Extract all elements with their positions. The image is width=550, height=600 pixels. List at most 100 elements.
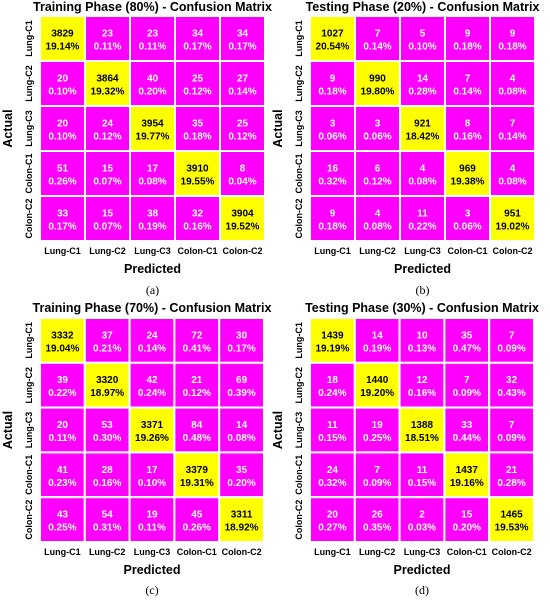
cell-percent: 19.26%: [135, 433, 169, 444]
cell-count: 21: [506, 465, 518, 476]
cell-percent: 19.80%: [361, 87, 395, 98]
cell-count: 7: [510, 119, 516, 130]
cell-percent: 19.52%: [226, 222, 260, 233]
cell-count: 9: [330, 209, 336, 220]
cell-count: 1437: [456, 465, 479, 476]
cell-percent: 0.06%: [363, 132, 391, 143]
matrix-cell: [84, 150, 131, 197]
cell-count: 20: [327, 510, 339, 521]
x-tick-label: Lung-C2: [359, 246, 396, 256]
cell-count: 54: [102, 510, 114, 521]
x-tick-label: Lung-C2: [89, 246, 126, 256]
cell-percent: 0.12%: [228, 132, 256, 143]
cell-count: 15: [102, 164, 114, 175]
cell-count: 921: [414, 119, 431, 130]
panel-caption: (c): [145, 583, 158, 597]
x-tick-label: Colon-C1: [448, 246, 488, 256]
cell-count: 3: [330, 119, 336, 130]
cell-percent: 0.28%: [497, 478, 525, 489]
diagonal-cell: [173, 451, 221, 499]
cell-count: 25: [192, 74, 204, 85]
cell-percent: 18.92%: [225, 523, 259, 534]
x-tick-label: Lung-C1: [44, 246, 81, 256]
cell-percent: 0.08%: [227, 433, 255, 444]
x-tick-label: Lung-C3: [404, 547, 441, 557]
y-tick-label: Lung-C2: [294, 65, 304, 102]
y-tick-label: Colon-C1: [294, 154, 304, 194]
diagonal-cell: [174, 150, 221, 197]
cell-count: 26: [372, 510, 384, 521]
cell-count: 14: [417, 74, 429, 85]
y-tick-label: Lung-C1: [24, 20, 34, 57]
cell-count: 9: [330, 74, 336, 85]
cell-percent: 0.20%: [138, 87, 166, 98]
y-tick-label: Lung-C2: [294, 367, 304, 404]
matrix-cell: [173, 317, 221, 364]
cell-percent: 0.08%: [138, 177, 166, 188]
cell-count: 3332: [51, 330, 74, 341]
cell-count: 7: [509, 420, 515, 431]
matrix-cell: [353, 406, 401, 454]
cell-percent: 0.08%: [498, 87, 526, 98]
cell-count: 3: [465, 209, 471, 220]
matrix-cell: [309, 60, 356, 107]
cell-count: 38: [147, 209, 159, 220]
cell-percent: 19.77%: [136, 132, 170, 143]
cell-percent: 0.26%: [183, 523, 211, 534]
cell-percent: 0.12%: [183, 87, 211, 98]
cell-percent: 0.15%: [318, 433, 346, 444]
matrix-cell: [218, 317, 265, 364]
cell-count: 3864: [96, 74, 119, 85]
cell-count: 21: [191, 375, 203, 386]
cell-count: 20: [57, 74, 69, 85]
cell-percent: 19.19%: [315, 343, 349, 354]
cell-count: 8: [465, 119, 471, 130]
cell-count: 42: [146, 375, 158, 386]
cell-count: 30: [236, 330, 248, 341]
matrix-cell: [398, 496, 446, 544]
x-tick-label: Lung-C1: [314, 246, 351, 256]
matrix-cell: [444, 15, 491, 62]
cell-count: 23: [102, 29, 114, 40]
cell-percent: 0.09%: [363, 478, 391, 489]
cell-count: 3829: [51, 29, 74, 40]
matrix-cell: [489, 150, 536, 197]
y-tick-label: Colon-C1: [24, 154, 34, 194]
cell-count: 3910: [186, 164, 209, 175]
y-axis-label: Actual: [271, 411, 285, 449]
cell-percent: 0.09%: [453, 388, 481, 399]
cell-percent: 0.22%: [408, 222, 436, 233]
cell-count: 35: [236, 465, 248, 476]
cell-percent: 0.16%: [453, 132, 481, 143]
cell-count: 37: [102, 330, 114, 341]
cell-count: 12: [416, 375, 428, 386]
cell-count: 4: [420, 164, 426, 175]
matrix-cell: [309, 361, 356, 409]
cell-percent: 0.19%: [363, 343, 391, 354]
cell-percent: 19.38%: [451, 177, 485, 188]
cell-count: 9: [465, 29, 471, 40]
cell-percent: 0.10%: [48, 87, 76, 98]
matrix-cell: [129, 195, 176, 242]
x-tick-label: Colon-C2: [223, 246, 263, 256]
cell-percent: 0.41%: [183, 343, 211, 354]
cell-count: 3379: [186, 465, 209, 476]
diagonal-cell: [398, 406, 446, 454]
diagonal-cell: [488, 496, 536, 544]
matrix-cell: [39, 451, 86, 499]
cell-percent: 0.09%: [497, 433, 525, 444]
diagonal-cell: [39, 317, 86, 364]
cell-percent: 0.31%: [93, 523, 121, 534]
cell-count: 32: [192, 209, 204, 220]
cell-percent: 0.18%: [183, 132, 211, 143]
matrix-cell: [39, 361, 86, 409]
cell-percent: 0.08%: [498, 177, 526, 188]
cell-count: 20: [57, 420, 69, 431]
cell-count: 3371: [141, 420, 164, 431]
cell-percent: 0.04%: [228, 177, 256, 188]
cell-count: 33: [461, 420, 473, 431]
cell-percent: 19.20%: [360, 388, 394, 399]
cell-count: 3311: [231, 510, 253, 521]
x-tick-label: Colon-C1: [178, 246, 218, 256]
